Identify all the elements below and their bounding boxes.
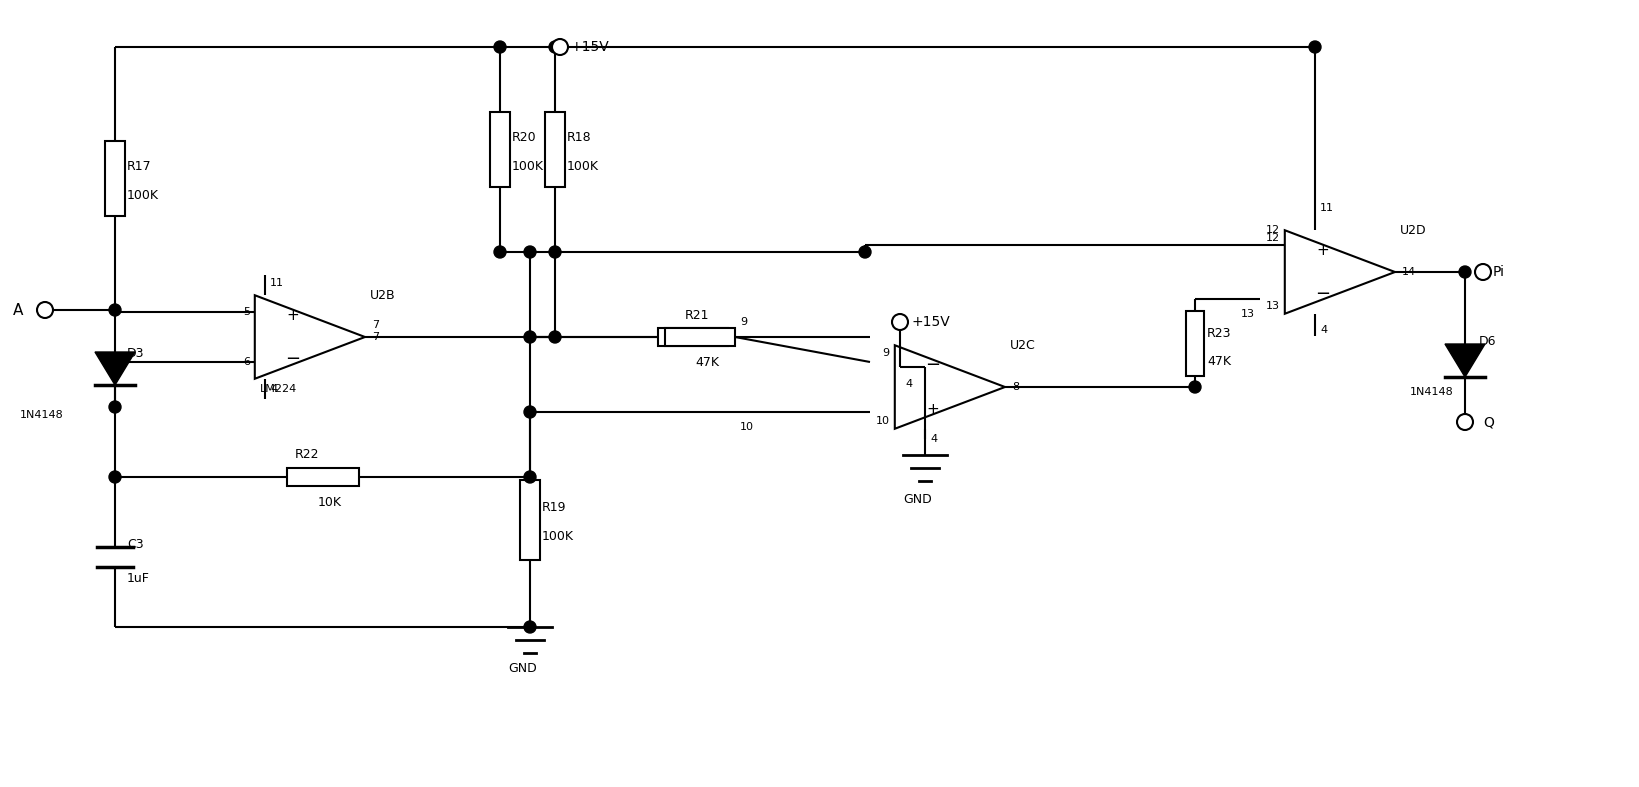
Text: GND: GND [903, 493, 931, 505]
Polygon shape [1446, 344, 1485, 377]
Text: 8: 8 [1011, 382, 1019, 392]
Text: +15V: +15V [570, 40, 608, 54]
Circle shape [1457, 414, 1473, 430]
Text: R18: R18 [567, 131, 592, 144]
Circle shape [1459, 266, 1470, 278]
Text: −: − [924, 356, 941, 374]
Bar [1187, 311, 1205, 375]
Text: GND: GND [508, 663, 536, 675]
Text: 1uF: 1uF [126, 572, 149, 586]
Text: R21: R21 [685, 309, 710, 322]
Text: 11: 11 [270, 279, 284, 288]
Circle shape [110, 304, 121, 316]
Circle shape [524, 406, 536, 418]
Text: +15V: +15V [911, 315, 951, 329]
Circle shape [524, 621, 536, 633]
Circle shape [110, 471, 121, 483]
Text: 13: 13 [1241, 309, 1255, 319]
Text: +: + [926, 401, 939, 416]
Text: U2C: U2C [1010, 338, 1036, 352]
Circle shape [493, 246, 506, 258]
Text: 7: 7 [372, 320, 379, 330]
Bar [520, 479, 539, 560]
Bar [546, 112, 565, 187]
Text: LM224: LM224 [261, 384, 297, 394]
Text: 47K: 47K [1206, 354, 1231, 368]
Text: R22: R22 [295, 449, 320, 461]
Circle shape [1310, 41, 1321, 53]
Text: 13: 13 [1265, 301, 1280, 311]
Bar [665, 328, 734, 346]
Text: 14: 14 [1401, 267, 1416, 277]
Text: Pi: Pi [1493, 265, 1505, 279]
Circle shape [524, 246, 536, 258]
Circle shape [524, 471, 536, 483]
Bar [287, 468, 359, 486]
Text: D3: D3 [126, 346, 144, 360]
Text: D6: D6 [1478, 335, 1496, 349]
Text: 100K: 100K [126, 189, 159, 202]
Text: U2B: U2B [370, 289, 395, 301]
Text: 5: 5 [243, 307, 249, 317]
Text: R19: R19 [543, 501, 567, 514]
Text: A: A [13, 302, 23, 317]
Text: U2D: U2D [1400, 224, 1426, 237]
Circle shape [38, 302, 52, 318]
Text: 4: 4 [1319, 325, 1328, 334]
Text: 4: 4 [905, 379, 913, 389]
Text: +: + [1316, 242, 1329, 257]
Text: 1N4148: 1N4148 [1410, 387, 1454, 397]
Text: 100K: 100K [511, 160, 544, 173]
Circle shape [1188, 381, 1201, 393]
Circle shape [110, 401, 121, 413]
Text: R23: R23 [1206, 327, 1231, 339]
Text: 10K: 10K [318, 496, 341, 508]
Text: 1N4148: 1N4148 [20, 410, 64, 420]
Text: 7: 7 [372, 332, 379, 342]
Bar [657, 328, 728, 346]
Text: −: − [1314, 285, 1331, 303]
Text: 10: 10 [875, 416, 890, 426]
Text: 100K: 100K [567, 160, 598, 173]
Text: C3: C3 [126, 538, 144, 552]
Circle shape [493, 41, 506, 53]
Text: Q: Q [1483, 415, 1493, 429]
Text: 9: 9 [883, 348, 890, 358]
Text: 12: 12 [1265, 225, 1280, 235]
Circle shape [549, 331, 561, 343]
Text: 4: 4 [929, 434, 938, 444]
Bar [490, 112, 510, 187]
Text: 12: 12 [1265, 233, 1280, 243]
Bar [105, 141, 125, 216]
Text: 11: 11 [1319, 203, 1334, 213]
Text: 4: 4 [270, 384, 277, 394]
Text: R20: R20 [511, 131, 536, 144]
Text: 10: 10 [739, 422, 754, 432]
Circle shape [524, 331, 536, 343]
Text: 9: 9 [739, 317, 747, 327]
Text: 100K: 100K [543, 530, 574, 543]
Circle shape [892, 314, 908, 330]
Text: 6: 6 [243, 357, 249, 367]
Polygon shape [95, 352, 134, 385]
Circle shape [552, 39, 569, 55]
Text: R17: R17 [126, 160, 152, 173]
Circle shape [549, 246, 561, 258]
Circle shape [859, 246, 870, 258]
Circle shape [1475, 264, 1491, 280]
Text: +: + [287, 308, 298, 323]
Text: 47K: 47K [695, 356, 720, 368]
Circle shape [549, 41, 561, 53]
Text: −: − [285, 350, 300, 368]
